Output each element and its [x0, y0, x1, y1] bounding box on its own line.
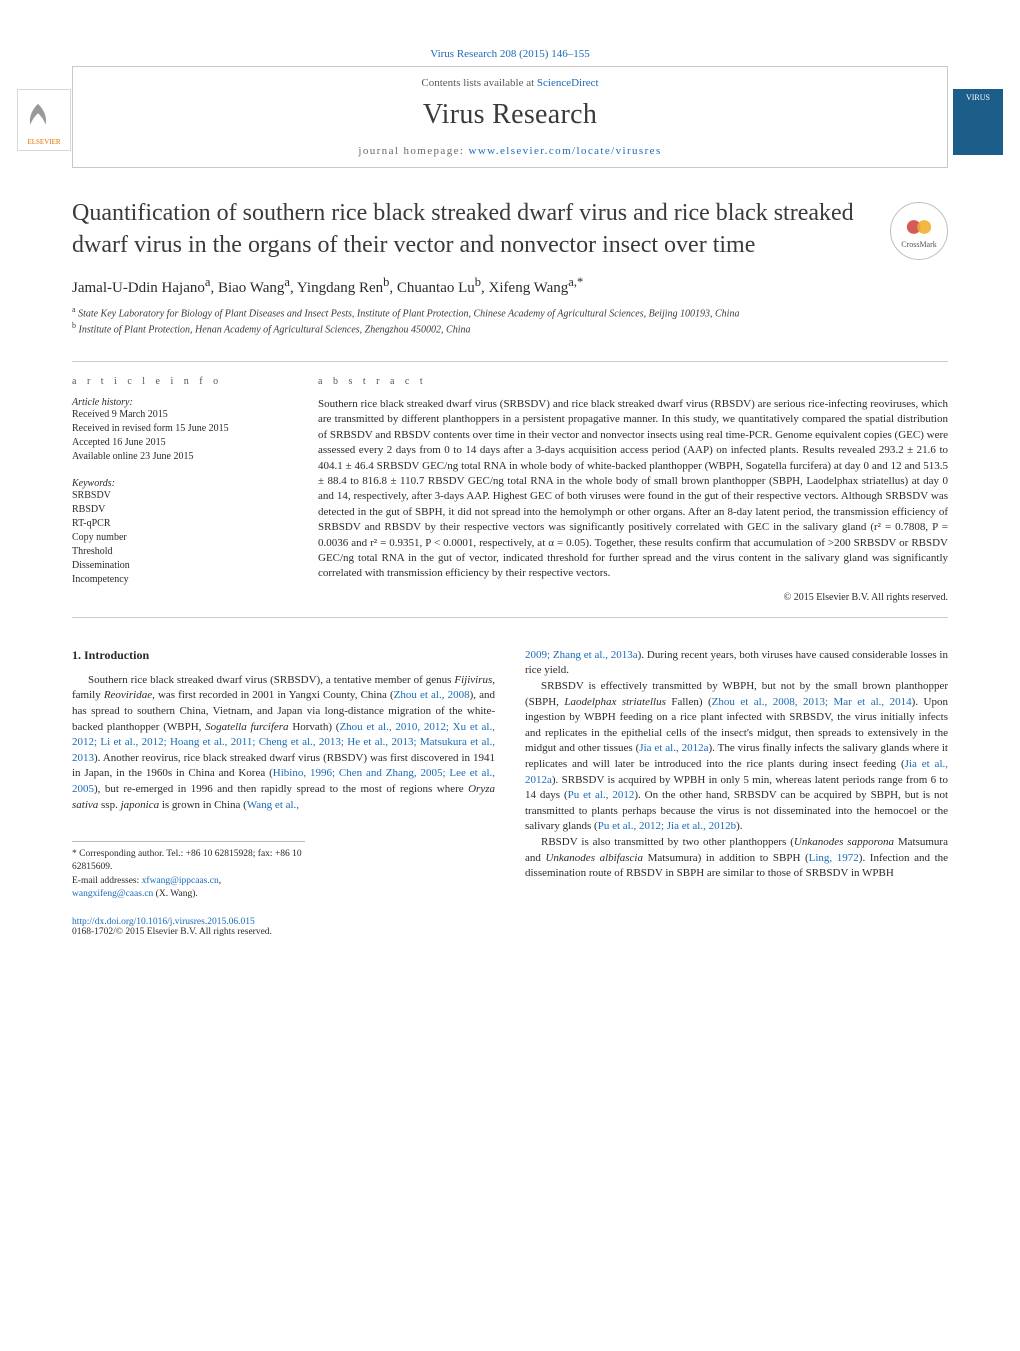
- divider: [72, 617, 948, 618]
- crossmark-badge[interactable]: CrossMark: [890, 202, 948, 260]
- keyword-item: SRBSDV: [72, 489, 288, 503]
- history-accepted: Accepted 16 June 2015: [72, 436, 288, 450]
- crossmark-label: CrossMark: [901, 240, 937, 249]
- journal-cover-thumbnail: VIRUS: [953, 89, 1003, 155]
- cover-label: VIRUS: [966, 93, 990, 102]
- keyword-item: RT-qPCR: [72, 517, 288, 531]
- journal-header: ELSEVIER VIRUS Contents lists available …: [72, 66, 948, 168]
- sciencedirect-link[interactable]: ScienceDirect: [537, 77, 599, 89]
- article-info-heading: a r t i c l e i n f o: [72, 376, 288, 387]
- journal-homepage-link[interactable]: www.elsevier.com/locate/virusres: [468, 145, 661, 157]
- email-label: E-mail addresses:: [72, 876, 142, 886]
- contents-pre-text: Contents lists available at: [421, 77, 536, 89]
- history-received: Received 9 March 2015: [72, 408, 288, 422]
- contents-available-line: Contents lists available at ScienceDirec…: [91, 77, 929, 89]
- history-online: Available online 23 June 2015: [72, 450, 288, 464]
- keyword-item: Dissemination: [72, 559, 288, 573]
- keyword-item: Incompetency: [72, 573, 288, 587]
- elsevier-logo-text: ELSEVIER: [18, 138, 70, 146]
- keyword-item: Copy number: [72, 531, 288, 545]
- crossmark-icon: [905, 214, 933, 240]
- keyword-item: RBSDV: [72, 503, 288, 517]
- article-history-heading: Article history:: [72, 397, 288, 408]
- history-revised: Received in revised form 15 June 2015: [72, 422, 288, 436]
- journal-citation: Virus Research 208 (2015) 146–155: [72, 48, 948, 60]
- article-title: Quantification of southern rice black st…: [72, 198, 872, 261]
- corr-email-1[interactable]: xfwang@ippcaas.cn: [142, 876, 219, 886]
- journal-homepage-line: journal homepage: www.elsevier.com/locat…: [91, 145, 929, 157]
- keywords-list: SRBSDV RBSDV RT-qPCR Copy number Thresho…: [72, 489, 288, 587]
- elsevier-logo: ELSEVIER: [17, 89, 71, 151]
- footnotes: * Corresponding author. Tel.: +86 10 628…: [72, 841, 305, 901]
- affiliation-a: State Key Laboratory for Biology of Plan…: [78, 309, 739, 320]
- email-suffix: (X. Wang).: [153, 889, 197, 899]
- doi-link[interactable]: http://dx.doi.org/10.1016/j.virusres.201…: [72, 917, 255, 927]
- email-sep: ,: [219, 876, 221, 886]
- section-heading-introduction: 1. Introduction: [72, 648, 495, 663]
- journal-name: Virus Research: [91, 99, 929, 131]
- keywords-heading: Keywords:: [72, 478, 288, 489]
- copyright-line: © 2015 Elsevier B.V. All rights reserved…: [318, 592, 948, 603]
- intro-col2: 2009; Zhang et al., 2013a). During recen…: [525, 648, 948, 882]
- corresponding-author-note: * Corresponding author. Tel.: +86 10 628…: [72, 848, 305, 875]
- abstract-heading: a b s t r a c t: [318, 376, 948, 387]
- intro-paragraph-1: Southern rice black streaked dwarf virus…: [72, 673, 495, 813]
- author-list: Jamal-U-Ddin Hajanoa, Biao Wanga, Yingda…: [72, 275, 948, 297]
- affiliation-b: Institute of Plant Protection, Henan Aca…: [79, 325, 471, 336]
- abstract-text: Southern rice black streaked dwarf virus…: [318, 397, 948, 582]
- keyword-item: Threshold: [72, 545, 288, 559]
- article-history: Received 9 March 2015 Received in revise…: [72, 408, 288, 464]
- footer: http://dx.doi.org/10.1016/j.virusres.201…: [72, 917, 948, 937]
- homepage-pre-text: journal homepage:: [358, 145, 468, 157]
- corr-email-2[interactable]: wangxifeng@caas.cn: [72, 889, 153, 899]
- affiliations: a State Key Laboratory for Biology of Pl…: [72, 305, 948, 337]
- issn-copyright: 0168-1702/© 2015 Elsevier B.V. All right…: [72, 927, 948, 937]
